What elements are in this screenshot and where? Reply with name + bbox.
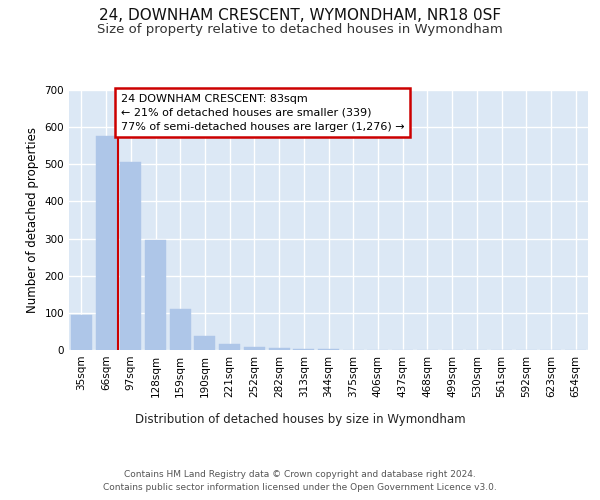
Bar (293, 349, 314, 350)
Bar (244, 347, 265, 350)
Bar (219, 344, 240, 350)
Bar (71, 314, 92, 350)
Text: 24 DOWNHAM CRESCENT: 83sqm
← 21% of detached houses are smaller (339)
77% of sem: 24 DOWNHAM CRESCENT: 83sqm ← 21% of deta… (121, 94, 404, 132)
Bar (120, 162, 141, 350)
Bar (95, 136, 116, 350)
Bar (194, 336, 215, 350)
Text: 24, DOWNHAM CRESCENT, WYMONDHAM, NR18 0SF: 24, DOWNHAM CRESCENT, WYMONDHAM, NR18 0S… (99, 8, 501, 22)
Bar (170, 309, 191, 350)
Text: Contains HM Land Registry data © Crown copyright and database right 2024.
Contai: Contains HM Land Registry data © Crown c… (103, 470, 497, 492)
Y-axis label: Number of detached properties: Number of detached properties (26, 127, 39, 313)
Bar (145, 240, 166, 350)
Bar (269, 348, 290, 350)
Text: Distribution of detached houses by size in Wymondham: Distribution of detached houses by size … (134, 412, 466, 426)
Text: Size of property relative to detached houses in Wymondham: Size of property relative to detached ho… (97, 22, 503, 36)
